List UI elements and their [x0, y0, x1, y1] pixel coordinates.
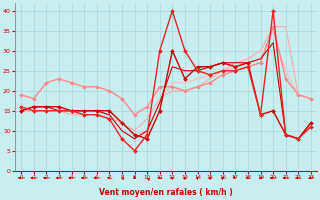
X-axis label: Vent moyen/en rafales ( km/h ): Vent moyen/en rafales ( km/h ): [99, 188, 233, 197]
